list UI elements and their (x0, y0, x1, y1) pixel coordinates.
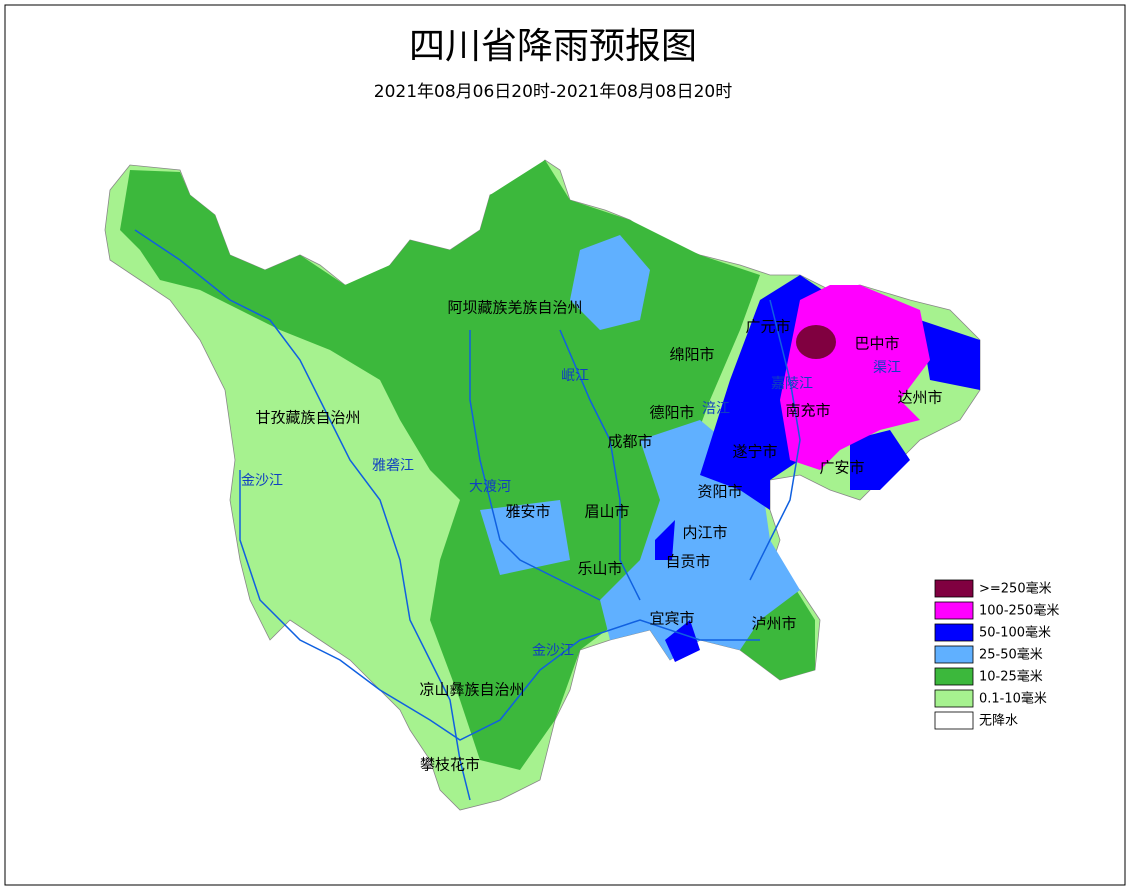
river-label: 雅砻江 (372, 458, 414, 474)
river-label: 涪江 (702, 401, 730, 417)
river-label: 大渡河 (469, 479, 511, 495)
legend-label: 50-100毫米 (979, 625, 1051, 641)
river-label: 岷江 (561, 368, 589, 384)
legend-swatch (934, 689, 974, 708)
region-label: 乐山市 (577, 560, 622, 578)
region-label: 绵阳市 (669, 346, 714, 364)
river-line (749, 299, 801, 581)
river-line (469, 330, 601, 601)
zone-blue-yibin (665, 620, 700, 662)
region-label: 泸州市 (751, 615, 796, 633)
region-labels: 阿坝藏族羌族自治州 甘孜藏族自治州 凉山彝族自治州 攀枝花市 绵阳市 广元市 巴… (255, 299, 942, 774)
region-label: 凉山彝族自治州 (419, 681, 524, 699)
region-label: 广元市 (745, 318, 790, 336)
river-label: 嘉陵江 (771, 376, 813, 392)
rain-map (104, 159, 981, 811)
legend-label: 0.1-10毫米 (979, 691, 1047, 707)
legend-label: 100-250毫米 (979, 603, 1059, 619)
river-line (134, 229, 471, 801)
region-label: 达州市 (897, 389, 942, 407)
zone-maroon (796, 325, 836, 359)
title: 四川省降雨预报图 (409, 26, 697, 67)
region-label: 资阳市 (697, 483, 742, 501)
legend-label: >=250毫米 (979, 581, 1052, 597)
region-label: 巴中市 (854, 335, 899, 353)
legend-swatch (934, 667, 974, 686)
region-label: 甘孜藏族自治州 (255, 409, 360, 427)
legend-label: 25-50毫米 (979, 647, 1043, 663)
river-label: 金沙江 (532, 643, 574, 659)
river-label: 渠江 (873, 360, 901, 376)
region-label: 遂宁市 (732, 443, 777, 461)
region-label: 宜宾市 (649, 610, 694, 628)
river-label: 金沙江 (241, 473, 283, 489)
river-line (239, 470, 760, 741)
region-label: 眉山市 (584, 503, 629, 521)
region-label: 德阳市 (649, 404, 694, 422)
region-label: 广安市 (819, 459, 864, 477)
region-label: 自贡市 (665, 553, 710, 571)
region-label: 雅安市 (505, 503, 550, 521)
legend-label: 10-25毫米 (979, 669, 1043, 685)
legend-swatch (934, 623, 974, 642)
subtitle: 2021年08月06日20时-2021年08月08日20时 (374, 82, 732, 102)
zone-blue-guangan (850, 430, 910, 490)
legend-swatch (934, 711, 974, 730)
legend-label: 无降水 (979, 714, 1018, 729)
region-label: 阿坝藏族羌族自治州 (447, 299, 582, 317)
region-label: 成都市 (607, 433, 652, 451)
legend-swatch (934, 645, 974, 664)
rivers (134, 229, 801, 801)
river-line (559, 329, 641, 601)
zone-lightblue-north (570, 235, 650, 330)
region-label: 南充市 (785, 402, 830, 420)
zone-blue-zigong (655, 520, 675, 560)
zone-lightblue-yaan (480, 500, 570, 575)
region-label: 内江市 (682, 524, 727, 542)
zone-blue-dazhou (920, 320, 980, 390)
legend: >=250毫米 100-250毫米 50-100毫米 25-50毫米 10-25毫米 0.… (934, 579, 1059, 730)
legend-swatch (934, 601, 974, 620)
legend-swatch (934, 579, 974, 598)
river-labels: 岷江 嘉陵江 渠江 涪江 雅砻江 大渡河 金沙江 金沙江 (241, 360, 901, 659)
region-label: 攀枝花市 (420, 756, 480, 774)
